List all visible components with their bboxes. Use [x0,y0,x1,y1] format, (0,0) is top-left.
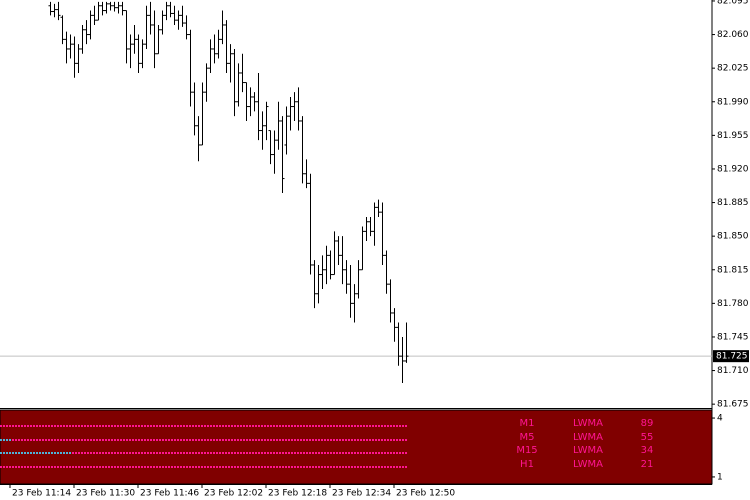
y-tick-label: 81.990 [717,97,749,107]
y-tick-label: 1 [717,472,723,482]
method-label: LWMA [573,445,603,456]
x-tick-label: 23 Feb 12:34 [332,489,391,499]
y-tick-label: 81.710 [717,366,749,376]
period-label: 34 [641,445,654,456]
timeframe-label: H1 [520,459,534,470]
y-tick-label: 82.025 [717,64,749,74]
y-tick-label: 4 [717,414,723,424]
x-tick-label: 23 Feb 12:50 [396,489,455,499]
y-tick-label: 81.920 [717,164,749,174]
x-tick-label: 23 Feb 11:30 [76,489,135,499]
current-price-box [713,350,749,363]
method-label: LWMA [573,459,603,470]
y-tick-label: 81.850 [717,232,749,242]
x-tick-label: 23 Feb 11:14 [12,489,71,499]
y-tick-label: 82.095 [717,0,749,6]
timeframe-label: M15 [516,445,537,456]
y-tick-label: 81.955 [717,131,749,141]
x-tick-label: 23 Feb 12:02 [204,489,263,499]
y-tick-label: 81.815 [717,265,749,275]
current-price-label: 81.725 [716,352,748,362]
timeframe-label: M1 [520,418,535,429]
period-label: 89 [641,418,654,429]
y-tick-label: 81.780 [717,299,749,309]
indicator-labels: M1 LWMA 89 M5 LWMA 55 M15 LWMA 34 H1 LWMA 21 [516,418,653,470]
period-label: 21 [641,459,654,470]
x-tick-label: 23 Feb 12:18 [268,489,327,499]
x-tick-label: 23 Feb 11:46 [140,489,199,499]
y-tick-label: 81.745 [717,332,749,342]
method-label: LWMA [573,418,603,429]
y-tick-label: 81.675 [717,400,749,410]
y-tick-label: 81.885 [717,198,749,208]
y-tick-label: 82.060 [717,30,749,40]
method-label: LWMA [573,432,603,443]
indicator-pane [0,409,713,485]
period-label: 55 [641,432,654,443]
timeframe-label: M5 [520,432,535,443]
